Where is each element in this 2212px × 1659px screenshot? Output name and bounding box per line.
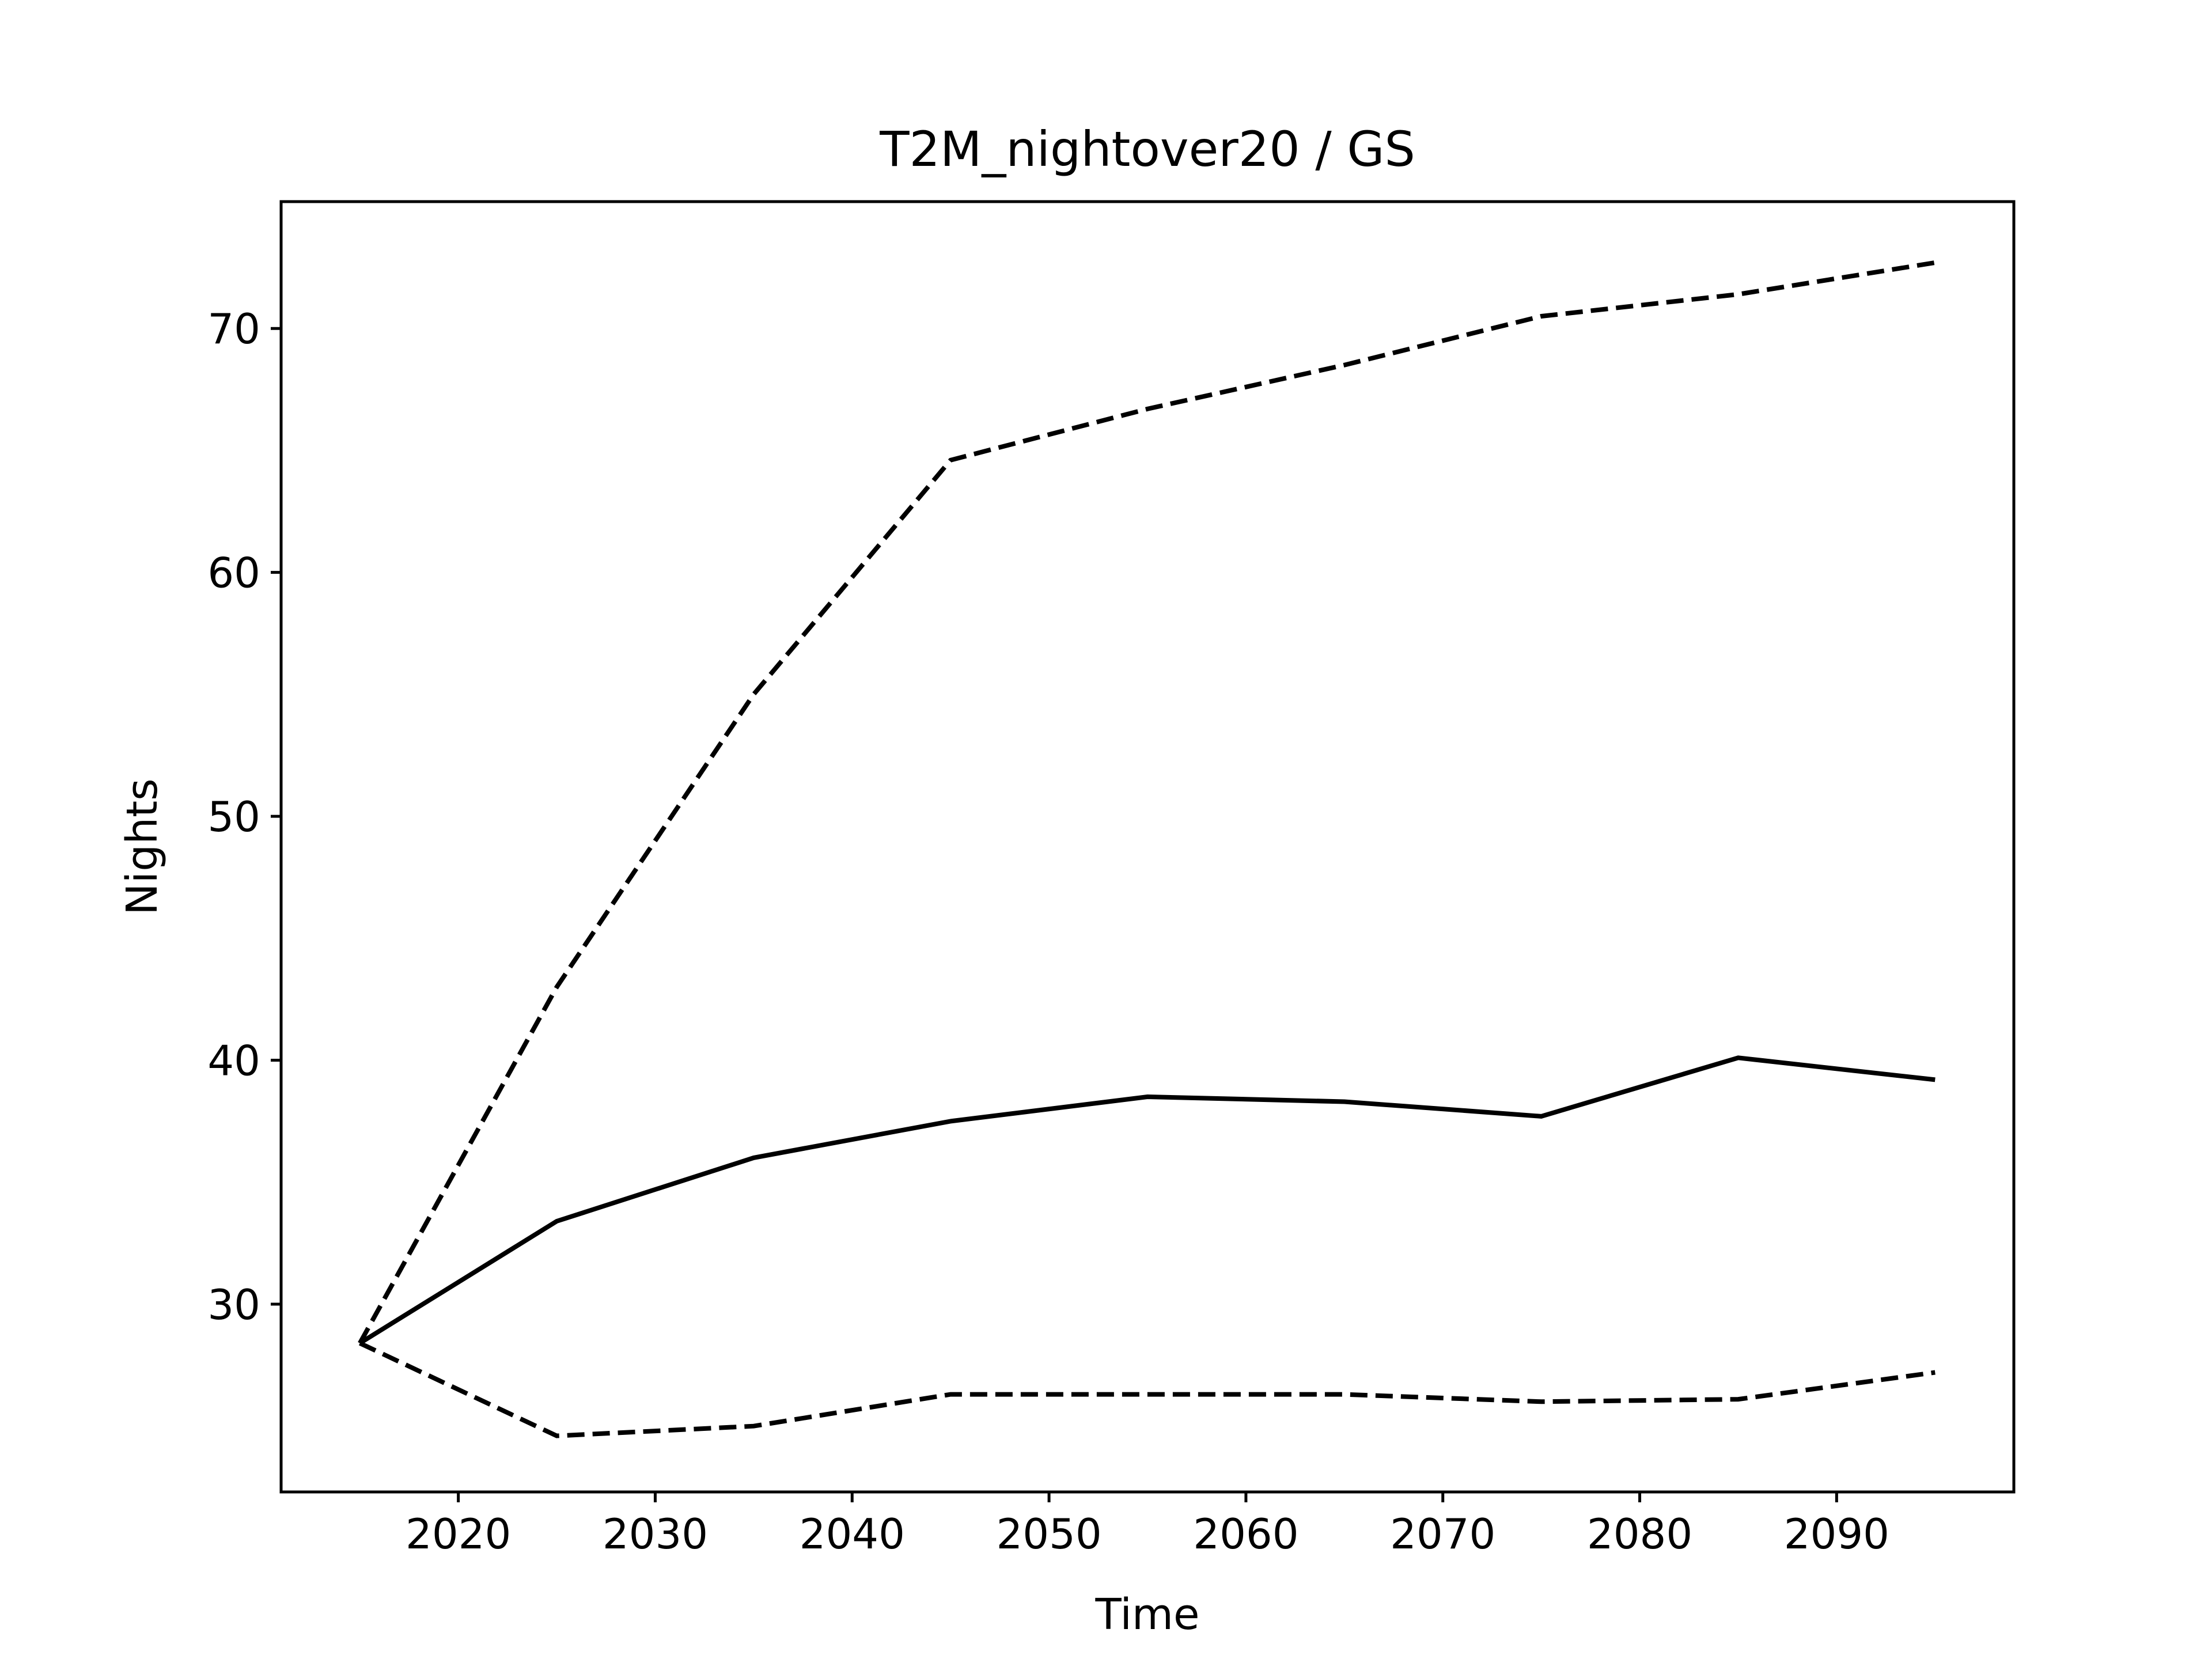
- x-tick-label: 2020: [406, 1510, 511, 1558]
- y-tick-label: 70: [207, 305, 260, 353]
- y-axis-label: Nights: [118, 778, 167, 915]
- series-line-3: [358, 1341, 1936, 1438]
- x-tick-label: 2070: [1390, 1510, 1495, 1558]
- chart-title: T2M_nightover20 / GS: [879, 121, 1415, 177]
- y-tick-label: 40: [207, 1037, 260, 1085]
- x-axis: 2020 2030 2040 2050 2060 2070 2080 2090: [406, 1492, 1889, 1558]
- x-tick-label: 2030: [603, 1510, 708, 1558]
- x-tick-label: 2080: [1587, 1510, 1692, 1558]
- x-tick-label: 2040: [800, 1510, 905, 1558]
- series-line-1: [358, 260, 1936, 1344]
- y-tick-label: 60: [207, 549, 260, 597]
- series-line-2: [358, 1055, 1936, 1346]
- x-tick-label: 2050: [996, 1510, 1101, 1558]
- y-tick-label: 50: [207, 793, 260, 841]
- series-layer: [358, 260, 1936, 1438]
- plot-frame: [279, 200, 2016, 1494]
- x-tick-label: 2060: [1193, 1510, 1298, 1558]
- x-tick-label: 2090: [1784, 1510, 1889, 1558]
- x-axis-label: Time: [1094, 1590, 1199, 1639]
- y-tick-label: 30: [207, 1281, 260, 1329]
- y-axis: 30 40 50 60 70: [207, 305, 281, 1329]
